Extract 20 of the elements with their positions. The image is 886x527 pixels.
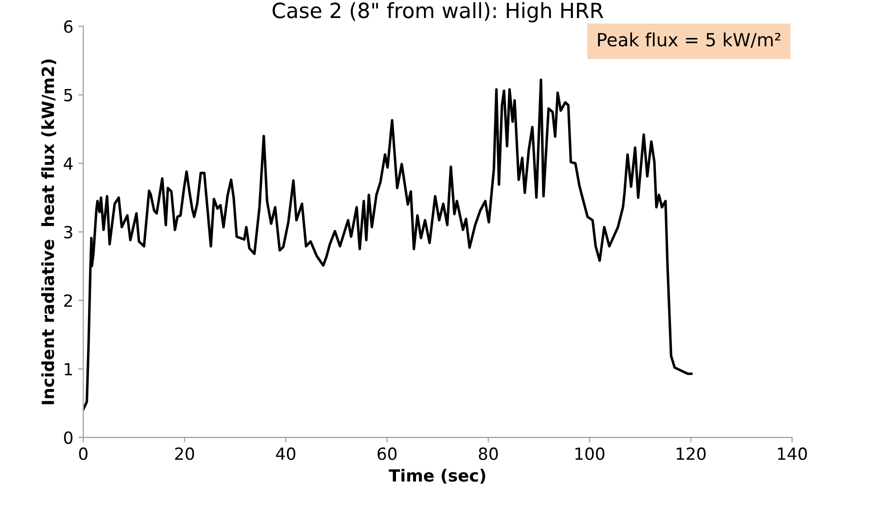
chart-title: Case 2 (8" from wall): High HRR	[272, 2, 604, 22]
x-axis-title: Time (sec)	[388, 468, 486, 484]
y-tick-label: 3	[64, 226, 72, 238]
y-axis-title: Incident radiative heat flux (kW/m2)	[41, 59, 56, 404]
x-tick-label: 100	[575, 447, 604, 460]
y-tick-label: 6	[64, 20, 73, 33]
x-tick-label: 60	[378, 447, 397, 460]
x-tick-label: 40	[276, 447, 296, 460]
y-tick-label: 1	[64, 363, 72, 376]
x-tick-label: 140	[778, 447, 807, 460]
x-tick-label: 120	[676, 447, 706, 460]
y-tick-label: 0	[64, 431, 72, 444]
y-tick-label: 2	[64, 294, 72, 307]
line-series	[83, 78, 693, 411]
annotation: Peak flux = 5 kW/m²	[598, 32, 780, 48]
x-tick-label: 20	[175, 447, 194, 460]
y-tick-label: 4	[64, 158, 73, 170]
x-tick-label: 0	[79, 447, 88, 460]
y-tick-label: 5	[64, 89, 72, 102]
x-tick-label: 80	[478, 447, 498, 460]
